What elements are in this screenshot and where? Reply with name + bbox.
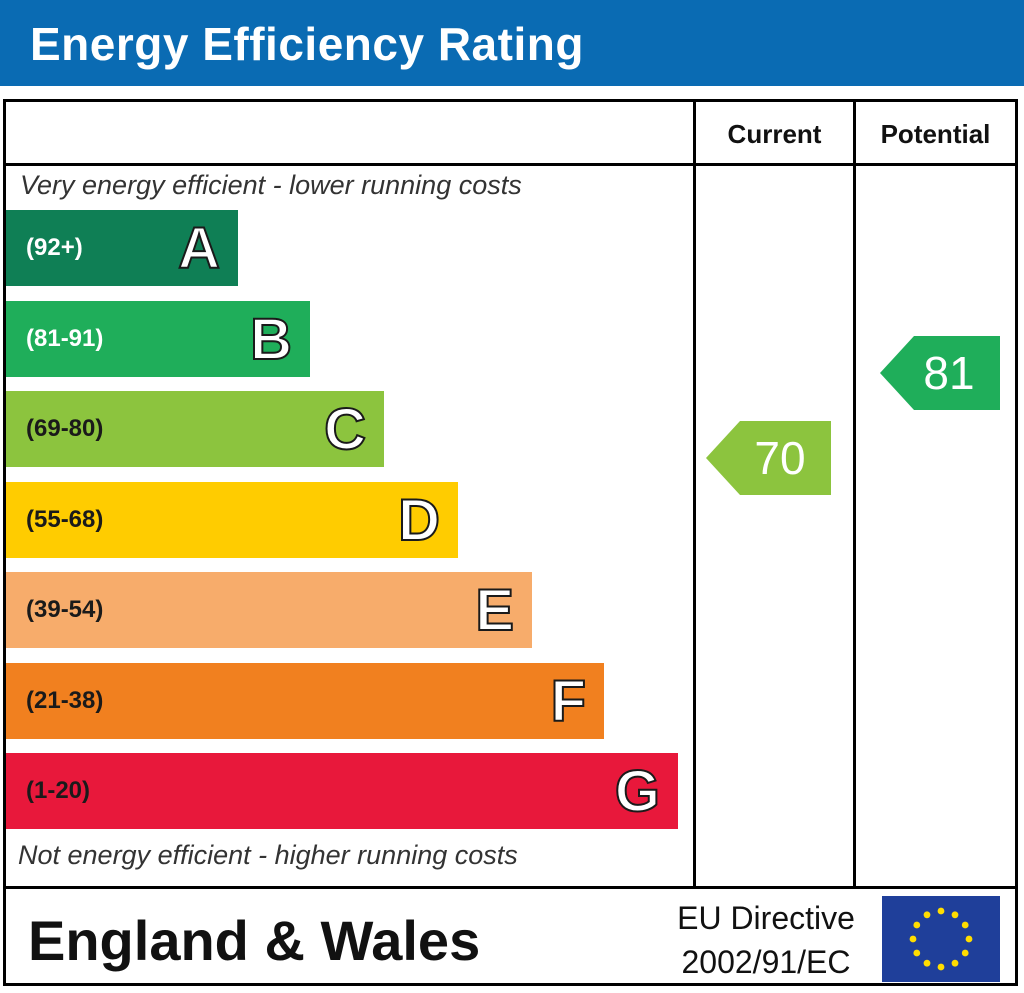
footer-divider: [3, 886, 1018, 889]
band-range-label: (1-20): [26, 777, 91, 804]
directive-line-1: EU Directive: [677, 900, 855, 936]
current-arrow-shape: [706, 421, 831, 495]
band-d: (55-68) D: [6, 481, 458, 558]
chart-title: Energy Efficiency Rating: [30, 18, 584, 70]
title-bar: Energy Efficiency Rating: [0, 0, 1024, 86]
eu-star-icon: [961, 921, 969, 929]
column-header-current: Current: [727, 119, 822, 149]
eu-star-icon: [923, 911, 931, 919]
band-letter: A: [177, 215, 221, 282]
band-f: (21-38) F: [6, 662, 604, 739]
potential-arrow-body: [880, 336, 1000, 410]
current-rating-value: 70: [754, 432, 806, 484]
band-letter: G: [614, 758, 661, 825]
potential-arrow-shape: [880, 336, 1000, 410]
band-range-label: (39-54): [26, 596, 104, 623]
band-b: (81-91) B: [6, 300, 310, 377]
band-letter: C: [323, 396, 367, 463]
header-divider: [3, 163, 1018, 166]
band-c: (69-80) C: [6, 391, 384, 467]
band-range-label: (55-68): [26, 505, 104, 533]
directive-line-2: 2002/91/EC: [681, 944, 851, 980]
eu-star-icon: [923, 959, 931, 967]
eu-star-icon: [951, 911, 959, 919]
eu-star-icon: [965, 935, 973, 943]
region-label: England & Wales: [28, 909, 481, 972]
current-arrow-body: [706, 421, 831, 495]
band-range-label: (21-38): [26, 686, 104, 714]
eu-stars: [909, 907, 973, 971]
note-bottom: Not energy efficient - higher running co…: [18, 840, 518, 870]
band-letter: D: [397, 487, 441, 554]
eu-star-icon: [937, 963, 945, 971]
band-letter: B: [249, 306, 293, 373]
eu-star-icon: [909, 935, 917, 943]
band-a: (92+) A: [6, 210, 238, 286]
potential-rating-value: 81: [923, 347, 975, 399]
note-top: Very energy efficient - lower running co…: [20, 170, 522, 200]
band-range-label: (69-80): [26, 415, 104, 442]
eu-flag-icon: [882, 896, 1000, 982]
eu-star-icon: [961, 949, 969, 957]
band-g: (1-20) G: [6, 753, 678, 829]
band-range-label: (81-91): [26, 324, 104, 352]
potential-rating-arrow: 81: [880, 336, 1000, 410]
divider-potential: [853, 99, 856, 889]
column-header-potential: Potential: [880, 119, 991, 149]
band-range-label: (92+): [26, 234, 83, 261]
eu-star-icon: [937, 907, 945, 915]
divider-current: [693, 99, 696, 889]
current-rating-arrow: 70: [706, 421, 831, 495]
eu-star-icon: [913, 949, 921, 957]
eu-star-icon: [951, 959, 959, 967]
band-letter: E: [474, 577, 515, 644]
eu-star-icon: [913, 921, 921, 929]
chart-frame: [3, 99, 1018, 986]
band-e: (39-54) E: [6, 572, 532, 648]
band-letter: F: [550, 668, 587, 735]
